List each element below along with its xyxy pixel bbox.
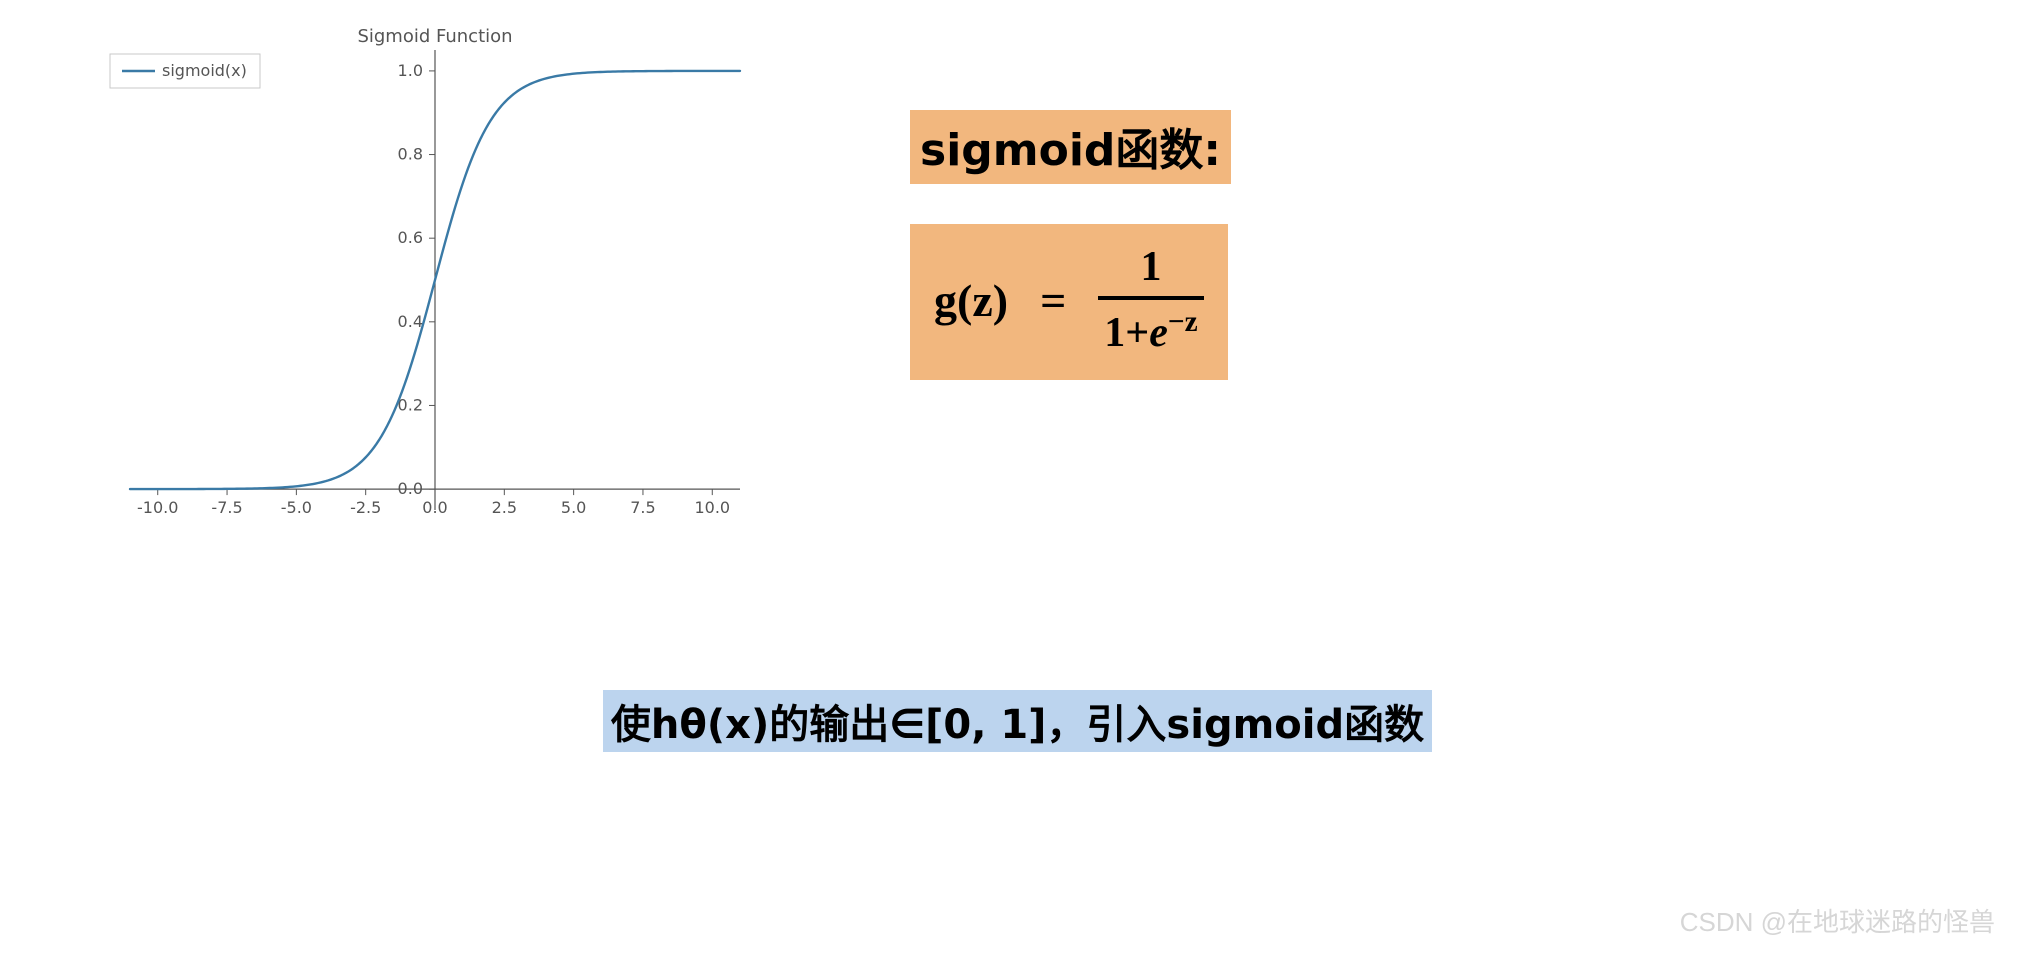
sigmoid-chart-svg: Sigmoid Function -10.0 -7.5 -5.0 -2.5 0.0 2.5 5… bbox=[60, 20, 760, 560]
svg-text:-10.0: -10.0 bbox=[137, 498, 178, 517]
svg-text:-2.5: -2.5 bbox=[350, 498, 381, 517]
svg-text:0.6: 0.6 bbox=[398, 228, 423, 247]
svg-text:10.0: 10.0 bbox=[694, 498, 730, 517]
svg-text:2.5: 2.5 bbox=[492, 498, 517, 517]
svg-text:1.0: 1.0 bbox=[398, 61, 423, 80]
formula-denom-exp: −z bbox=[1168, 306, 1198, 338]
formula-fraction: 1 1+e−z bbox=[1098, 242, 1203, 358]
formula-box: g(z) = 1 1+e−z bbox=[910, 224, 1228, 380]
formula-denominator: 1+e−z bbox=[1098, 304, 1203, 358]
svg-text:Sigmoid Function: Sigmoid Function bbox=[357, 26, 512, 47]
formula-fraction-bar bbox=[1098, 296, 1203, 300]
svg-text:5.0: 5.0 bbox=[561, 498, 586, 517]
svg-text:0.4: 0.4 bbox=[398, 312, 423, 331]
formula-denom-e: e bbox=[1149, 310, 1168, 356]
sigmoid-chart: Sigmoid Function -10.0 -7.5 -5.0 -2.5 0.0 2.5 5… bbox=[60, 20, 760, 560]
svg-text:-7.5: -7.5 bbox=[211, 498, 242, 517]
svg-text:sigmoid(x): sigmoid(x) bbox=[162, 61, 247, 80]
right-column: sigmoid函数: g(z) = 1 1+e−z bbox=[910, 110, 1430, 380]
caption-text: 使hθ(x)的输出∈[0, 1]，引入sigmoid函数 bbox=[603, 690, 1432, 752]
formula-eq: = bbox=[1040, 274, 1066, 327]
svg-text:0.8: 0.8 bbox=[398, 145, 423, 164]
formula-numerator: 1 bbox=[1134, 242, 1167, 292]
svg-text:-5.0: -5.0 bbox=[281, 498, 312, 517]
sigmoid-heading: sigmoid函数: bbox=[910, 110, 1231, 184]
caption-wrap: 使hθ(x)的输出∈[0, 1]，引入sigmoid函数 bbox=[0, 690, 2035, 752]
formula-lhs: g(z) bbox=[934, 274, 1008, 327]
svg-text:7.5: 7.5 bbox=[630, 498, 655, 517]
watermark: CSDN @在地球迷路的怪兽 bbox=[1680, 902, 1995, 939]
formula-denom-base: 1+ bbox=[1104, 310, 1149, 356]
svg-text:0.0: 0.0 bbox=[422, 498, 447, 517]
svg-text:0.0: 0.0 bbox=[398, 479, 423, 498]
svg-text:0.2: 0.2 bbox=[398, 395, 423, 414]
